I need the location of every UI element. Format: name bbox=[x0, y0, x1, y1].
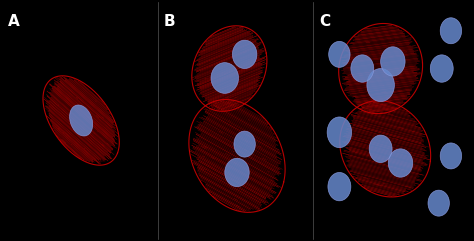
Ellipse shape bbox=[328, 173, 351, 201]
Ellipse shape bbox=[232, 40, 257, 68]
Ellipse shape bbox=[367, 68, 394, 102]
Text: C: C bbox=[319, 14, 331, 29]
Text: A: A bbox=[8, 14, 19, 29]
Ellipse shape bbox=[428, 190, 449, 216]
Ellipse shape bbox=[430, 55, 453, 82]
Ellipse shape bbox=[327, 117, 352, 148]
Ellipse shape bbox=[440, 18, 462, 44]
Ellipse shape bbox=[381, 47, 405, 76]
Ellipse shape bbox=[440, 143, 462, 169]
Ellipse shape bbox=[225, 158, 249, 187]
Ellipse shape bbox=[369, 135, 392, 162]
Ellipse shape bbox=[211, 63, 238, 93]
Text: B: B bbox=[164, 14, 175, 29]
Ellipse shape bbox=[351, 55, 374, 82]
Ellipse shape bbox=[70, 105, 93, 136]
Ellipse shape bbox=[388, 149, 413, 177]
Ellipse shape bbox=[328, 41, 350, 67]
Ellipse shape bbox=[234, 131, 255, 157]
